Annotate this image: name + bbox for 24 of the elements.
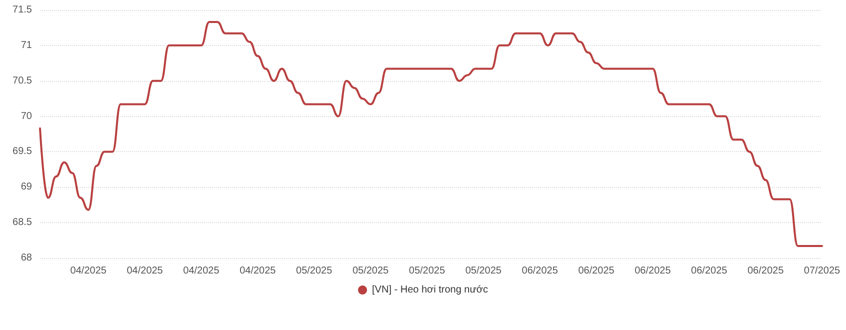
- y-tick-label: 68: [20, 252, 32, 264]
- legend-label: [VN] - Heo hơi trong nước: [372, 284, 488, 296]
- x-tick-label: 04/2025: [240, 266, 276, 276]
- y-tick-label: 71.5: [12, 4, 32, 16]
- x-tick-label: 06/2025: [747, 266, 784, 276]
- y-tick-label: 70: [20, 110, 32, 122]
- x-tick-label: 06/2025: [634, 266, 672, 276]
- y-tick-label: 69: [20, 182, 32, 193]
- x-tick-label: 04/2025: [126, 266, 164, 276]
- x-tick-label: 06/2025: [578, 266, 615, 276]
- y-tick-label: 71: [20, 40, 32, 51]
- x-tick-label: 05/2025: [408, 266, 446, 276]
- y-tick-label: 69.5: [12, 146, 32, 158]
- line-series: [39, 21, 823, 247]
- x-tick-label: 05/2025: [465, 266, 502, 276]
- y-tick-label: 68.5: [12, 217, 32, 228]
- x-tick-label: 05/2025: [352, 266, 390, 276]
- x-tick-label: 04/2025: [183, 266, 220, 276]
- x-tick-label: 04/2025: [70, 266, 107, 276]
- x-tick-label: 06/2025: [691, 266, 728, 276]
- x-tick-label: 05/2025: [296, 266, 333, 276]
- y-tick-label: 70.5: [12, 75, 32, 86]
- x-tick-label: 06/2025: [522, 266, 558, 276]
- x-tick-label: 07/2025: [804, 266, 841, 276]
